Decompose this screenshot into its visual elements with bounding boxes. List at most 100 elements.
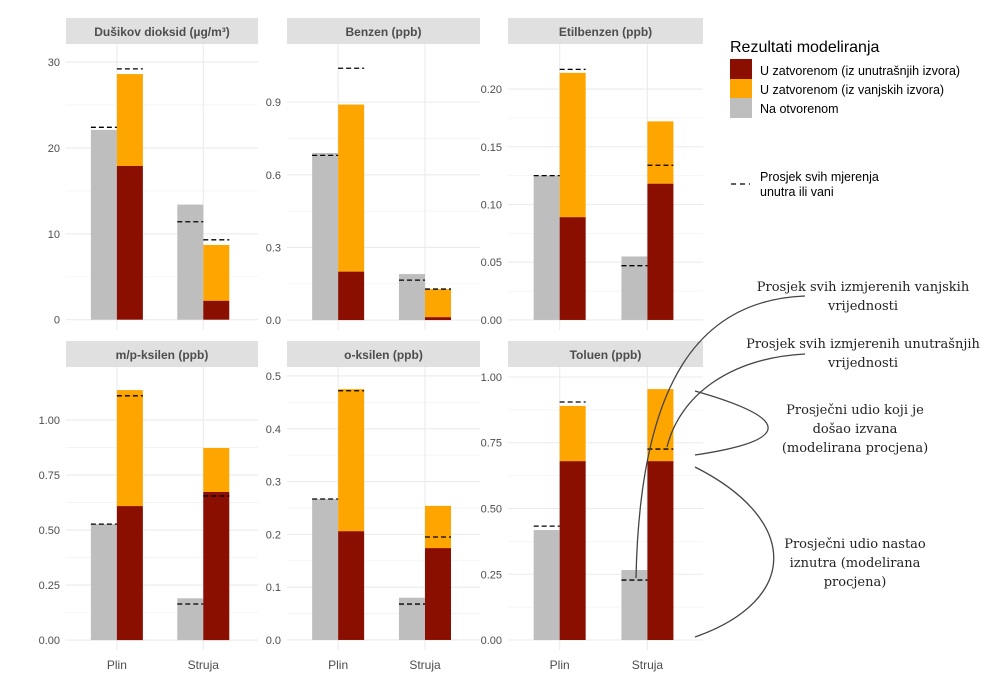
y-tick-label: 0.10 [481, 199, 502, 211]
y-tick-label: 0.15 [481, 142, 502, 154]
y-tick-label: 1.00 [481, 372, 502, 384]
y-tick-label: 0.6 [266, 170, 281, 182]
y-tick-label: 0.3 [266, 477, 281, 489]
facet-panels: Dušikov dioksid (µg/m³) 0 10 20 30 Benzen (pp… [39, 18, 703, 672]
y-tick-label: 0.05 [481, 257, 502, 269]
facet-title: o-ksilen (ppb) [344, 348, 423, 362]
facet-strip [66, 341, 258, 367]
bar-outdoor [398, 597, 425, 640]
bar-indoor-from-outdoor-source [424, 289, 451, 318]
legend-swatch-outdoor-source [730, 79, 752, 99]
bar-outdoor [90, 129, 117, 320]
annotation-indoor-share-line2: iznutra (modelirana [790, 556, 921, 571]
y-tick-label: 10 [48, 229, 60, 241]
bar-indoor-from-indoor-source [203, 300, 230, 320]
bar-indoor-from-indoor-source [647, 461, 674, 641]
legend-title: Rezultati modeliranja [730, 39, 880, 56]
annotation-outdoor-share-line3: (modelirana procjena) [782, 441, 928, 456]
bar-indoor-from-outdoor-source [338, 104, 365, 272]
annotation-outdoor-mean-line2: vrijednosti [827, 299, 898, 314]
y-tick-label: 0 [54, 315, 60, 327]
y-tick-label: 30 [48, 57, 60, 69]
bar-indoor-from-outdoor-source [559, 72, 586, 218]
legend-swatch-outdoor [730, 98, 752, 118]
y-tick-label: 0.3 [266, 242, 281, 254]
bar-indoor-from-indoor-source [559, 217, 586, 320]
annotation-arrow-outdoor-mean [635, 295, 806, 579]
bar-outdoor [533, 175, 560, 320]
y-tick-label: 0.25 [39, 580, 60, 592]
bar-indoor-from-indoor-source [338, 271, 365, 321]
y-tick-label: 0.00 [481, 315, 502, 327]
bar-indoor-from-indoor-source [116, 165, 143, 320]
bar-outdoor [177, 598, 204, 641]
annotations [635, 295, 806, 638]
facet-panel: Toluen (ppb) 0.00 0.25 0.50 0.75 1.00 Plin Stru… [481, 341, 703, 672]
x-tick-label: Plin [328, 658, 348, 672]
y-tick-label: 0.00 [39, 635, 60, 647]
facet-panel: Benzen (ppb) 0.0 0.3 0.6 0.9 [266, 18, 480, 330]
y-tick-label: 0.50 [481, 504, 502, 516]
bar-indoor-from-outdoor-source [647, 121, 674, 184]
bar-indoor-from-outdoor-source [559, 405, 586, 462]
facet-title: Benzen (ppb) [346, 25, 422, 39]
y-tick-label: 0.50 [39, 525, 60, 537]
bar-indoor-from-outdoor-source [203, 244, 230, 301]
bar-indoor-from-outdoor-source [647, 389, 674, 462]
bar-indoor-from-indoor-source [424, 548, 451, 640]
bar-outdoor [312, 152, 339, 321]
facet-strip [66, 18, 258, 44]
y-tick-label: 0.9 [266, 97, 281, 109]
legend-swatch-indoor-source [730, 59, 752, 81]
annotation-outdoor-mean-line1: Prosjek svih izmjerenih vanjskih [757, 280, 970, 295]
facet-strip [287, 341, 480, 367]
y-tick-label: 0.00 [481, 635, 502, 647]
legend: Rezultati modeliranja U zatvorenom (iz u… [730, 39, 960, 199]
y-tick-label: 0.4 [266, 424, 281, 436]
legend-dash-label-2: unutra ili vani [760, 185, 834, 199]
bar-indoor-from-indoor-source [424, 317, 451, 321]
facet-strip [508, 341, 703, 367]
facet-strip [508, 18, 703, 44]
y-tick-label: 0.75 [39, 470, 60, 482]
annotation-texts: Prosjek svih izmjerenih vanjskih vrijedn… [746, 280, 980, 590]
facet-panel: Etilbenzen (ppb) 0.00 0.05 0.10 0.15 0.20 [481, 18, 703, 330]
facet-title: Dušikov dioksid (µg/m³) [94, 25, 230, 39]
x-tick-label: Struja [632, 658, 664, 672]
x-tick-label: Struja [188, 658, 220, 672]
annotation-indoor-share-line3: procjena) [824, 575, 887, 590]
bar-outdoor [621, 256, 648, 320]
bar-outdoor [533, 530, 560, 641]
bar-outdoor [398, 274, 425, 321]
y-tick-label: 1.00 [39, 415, 60, 427]
bar-indoor-from-outdoor-source [424, 505, 451, 549]
legend-label-outdoor-source: U zatvorenom (iz vanjskih izvora) [760, 83, 944, 97]
legend-label-indoor-source: U zatvorenom (iz unutrašnjih izvora) [760, 64, 960, 78]
bar-indoor-from-outdoor-source [116, 390, 143, 507]
facet-panel: o-ksilen (ppb) 0.0 0.1 0.2 0.3 0.4 0.5 Plin Stru… [266, 341, 480, 672]
facet-title: m/p-ksilen (ppb) [116, 348, 209, 362]
annotation-indoor-share-line1: Prosječni udio nastao [784, 537, 926, 552]
bar-outdoor [621, 570, 648, 641]
y-tick-label: 0.75 [481, 438, 502, 450]
bar-indoor-from-indoor-source [559, 461, 586, 641]
annotation-indoor-mean-line2: vrijednosti [827, 356, 898, 371]
y-tick-label: 20 [48, 143, 60, 155]
facet-title: Toluen (ppb) [570, 348, 642, 362]
bar-indoor-from-indoor-source [647, 183, 674, 320]
y-tick-label: 0.5 [266, 371, 281, 383]
facet-strip [287, 18, 480, 44]
annotation-bracket-outdoor-share [694, 390, 769, 456]
bar-indoor-from-outdoor-source [203, 447, 230, 492]
annotation-outdoor-share-line2: došao izvana [813, 422, 898, 437]
annotation-arrow-indoor-mean [666, 353, 806, 448]
y-tick-label: 0.1 [266, 582, 281, 594]
bar-outdoor [177, 204, 204, 320]
bar-outdoor [312, 498, 339, 640]
bar-indoor-from-indoor-source [338, 531, 365, 640]
y-tick-label: 0.0 [266, 635, 281, 647]
facet-panel: Dušikov dioksid (µg/m³) 0 10 20 30 [48, 18, 258, 330]
bar-indoor-from-outdoor-source [338, 389, 365, 532]
y-tick-label: 0.20 [481, 84, 502, 96]
